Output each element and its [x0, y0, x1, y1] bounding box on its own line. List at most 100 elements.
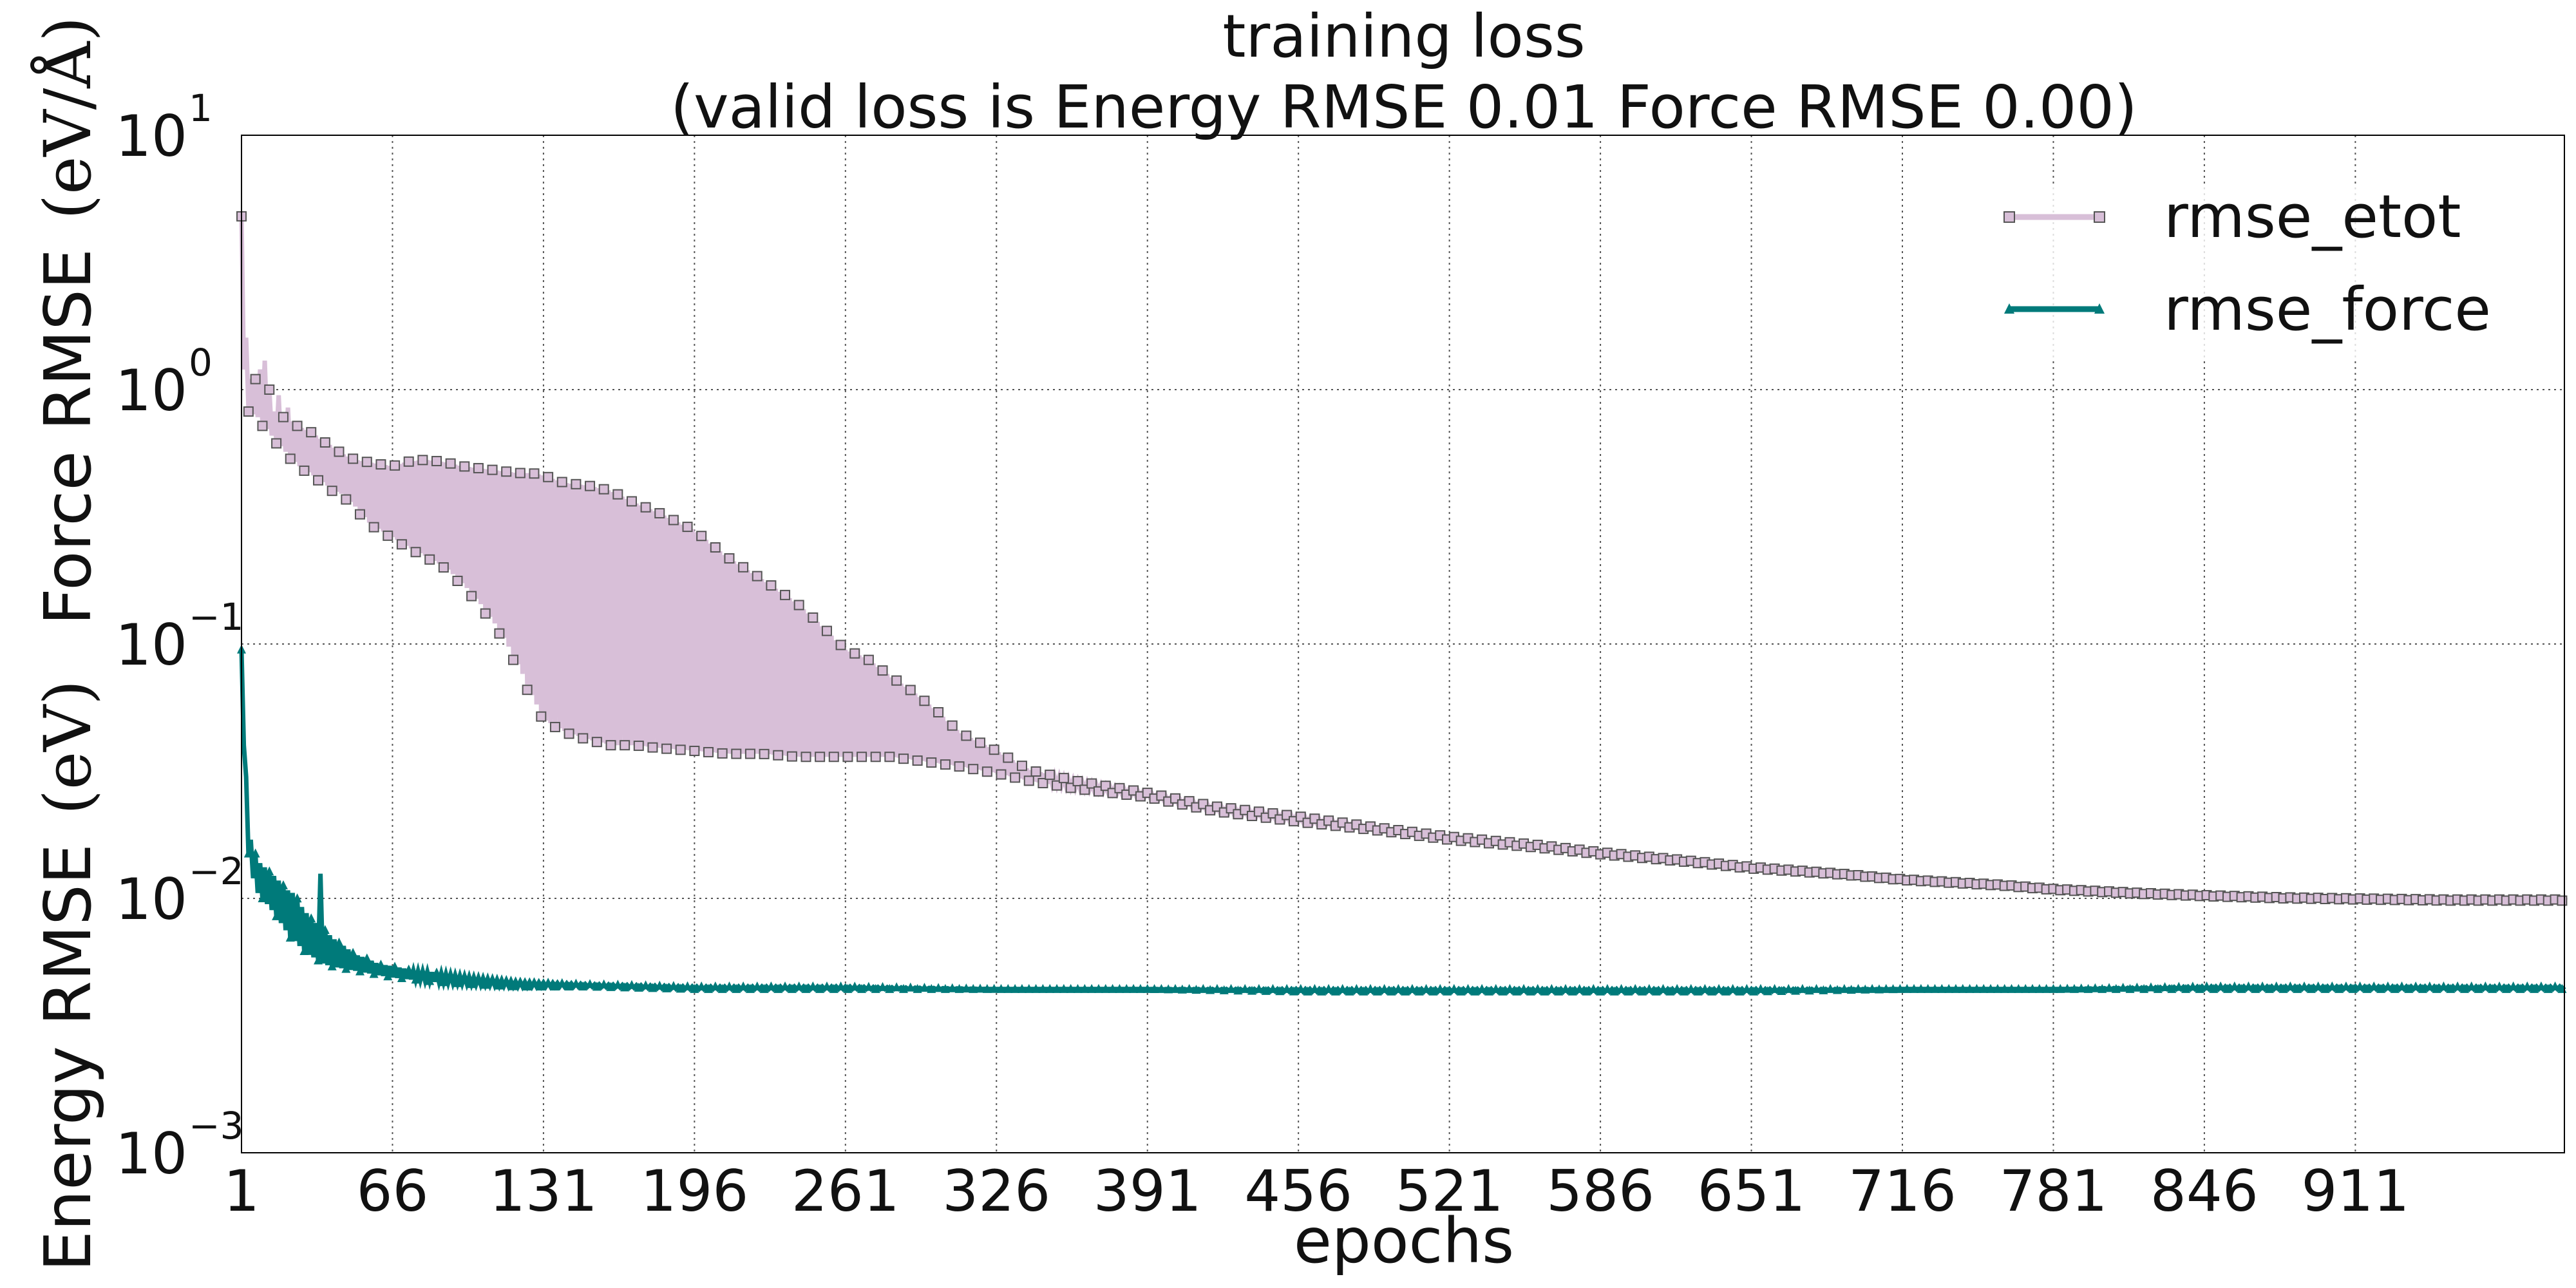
marker-rmse_force: [829, 983, 838, 993]
marker-rmse_force: [2034, 983, 2044, 993]
marker-rmse_force: [634, 982, 643, 992]
marker-rmse_force: [1087, 983, 1097, 993]
marker-rmse_force: [557, 978, 567, 987]
marker-rmse_force: [1909, 983, 1919, 993]
marker-rmse_force: [251, 848, 260, 858]
marker-rmse_force: [1443, 986, 1452, 996]
marker-rmse_force: [1888, 984, 1898, 994]
x-tick-label: 651: [1698, 1158, 1806, 1224]
marker-rmse_etot: [710, 542, 721, 553]
marker-rmse_force: [1073, 983, 1083, 993]
marker-rmse_force: [2446, 983, 2456, 993]
marker-rmse_etot: [835, 639, 846, 650]
marker-rmse_force: [1533, 983, 1542, 993]
marker-rmse_force: [2495, 981, 2505, 990]
marker-rmse_etot: [968, 764, 979, 775]
marker-rmse_force: [258, 893, 267, 902]
marker-rmse_force: [404, 964, 413, 974]
marker-rmse_etot: [724, 553, 735, 564]
marker-rmse_etot: [744, 748, 755, 759]
x-tick-label: 391: [1094, 1158, 1202, 1224]
marker-rmse_force: [683, 981, 692, 990]
marker-rmse_force: [1233, 985, 1243, 995]
marker-rmse_force: [1059, 983, 1068, 993]
marker-rmse_force: [1212, 983, 1222, 993]
marker-rmse_force: [2313, 981, 2323, 990]
marker-rmse_force: [1770, 983, 1779, 993]
marker-rmse_etot: [424, 554, 435, 565]
marker-rmse_etot: [766, 580, 777, 591]
marker-rmse_etot: [1023, 775, 1034, 786]
marker-rmse_etot: [292, 421, 303, 431]
marker-rmse_force: [1317, 986, 1327, 996]
marker-rmse_force: [878, 981, 887, 991]
marker-rmse_force: [2481, 981, 2490, 990]
marker-rmse_force: [397, 972, 406, 982]
marker-rmse_force: [2501, 983, 2511, 993]
marker-rmse_force: [1470, 986, 1480, 996]
marker-rmse_force: [1526, 986, 1535, 996]
marker-rmse_force: [1547, 983, 1557, 993]
marker-rmse_etot: [564, 728, 574, 739]
x-tick-label: 66: [356, 1158, 428, 1224]
marker-rmse_force: [1108, 983, 1117, 993]
marker-rmse_force: [307, 913, 316, 923]
marker-rmse_force: [2090, 983, 2100, 992]
marker-rmse_force: [376, 960, 386, 969]
marker-rmse_force: [1665, 986, 1675, 996]
marker-rmse_etot: [431, 455, 442, 466]
marker-rmse_etot: [940, 759, 951, 770]
marker-rmse_force: [1616, 983, 1626, 993]
y-axis-unit-energy: (eV): [30, 680, 106, 815]
marker-rmse_force: [1951, 983, 1960, 993]
marker-rmse_force: [662, 983, 672, 992]
marker-rmse_force: [509, 981, 518, 990]
marker-rmse_force: [1895, 983, 1905, 993]
marker-rmse_etot: [675, 744, 686, 755]
marker-rmse_force: [446, 969, 455, 979]
y-axis-unit-force: (eV/Å): [30, 17, 106, 220]
marker-rmse_etot: [905, 685, 916, 696]
marker-rmse_etot: [250, 374, 261, 384]
grid-layer: [241, 135, 2564, 1153]
marker-rmse_force: [1038, 983, 1048, 993]
marker-rmse_etot: [396, 539, 407, 550]
marker-rmse_force: [808, 981, 818, 990]
marker-rmse_force: [739, 981, 748, 990]
marker-rmse_force: [1003, 983, 1013, 993]
marker-rmse_force: [1261, 985, 1271, 995]
marker-rmse_force: [2397, 981, 2407, 990]
marker-rmse_force: [243, 848, 253, 858]
marker-rmse_etot: [989, 744, 999, 755]
marker-rmse_force: [599, 979, 609, 989]
marker-rmse_etot: [368, 522, 379, 533]
x-tick-label: 911: [2301, 1158, 2409, 1224]
marker-rmse_force: [2181, 983, 2191, 993]
marker-rmse_force: [1477, 983, 1487, 993]
marker-rmse_etot: [1010, 772, 1021, 783]
chart-title: training loss: [1222, 2, 1585, 71]
marker-rmse_force: [2467, 981, 2476, 990]
marker-rmse_etot: [319, 437, 330, 448]
marker-rmse_etot: [445, 458, 456, 469]
x-tick-label: 196: [640, 1158, 748, 1224]
marker-rmse_etot: [759, 748, 770, 759]
marker-rmse_force: [1428, 986, 1438, 996]
marker-rmse_force: [1624, 986, 1633, 996]
marker-rmse_force: [1777, 985, 1786, 995]
marker-rmse_force: [989, 983, 999, 993]
marker-rmse_force: [2300, 981, 2309, 990]
marker-rmse_force: [794, 981, 804, 990]
marker-rmse_force: [1986, 983, 1996, 993]
marker-rmse_force: [480, 980, 490, 989]
marker-rmse_force: [1484, 986, 1493, 996]
marker-rmse_force: [2014, 983, 2023, 993]
marker-rmse_force: [704, 983, 714, 993]
marker-rmse_force: [431, 967, 441, 977]
marker-rmse_force: [1142, 983, 1152, 993]
marker-rmse_force: [982, 983, 992, 993]
marker-rmse_force: [934, 983, 943, 992]
y-tick-exponent: 0: [189, 341, 213, 384]
marker-rmse_etot: [821, 625, 832, 636]
marker-rmse_force: [1045, 983, 1055, 993]
